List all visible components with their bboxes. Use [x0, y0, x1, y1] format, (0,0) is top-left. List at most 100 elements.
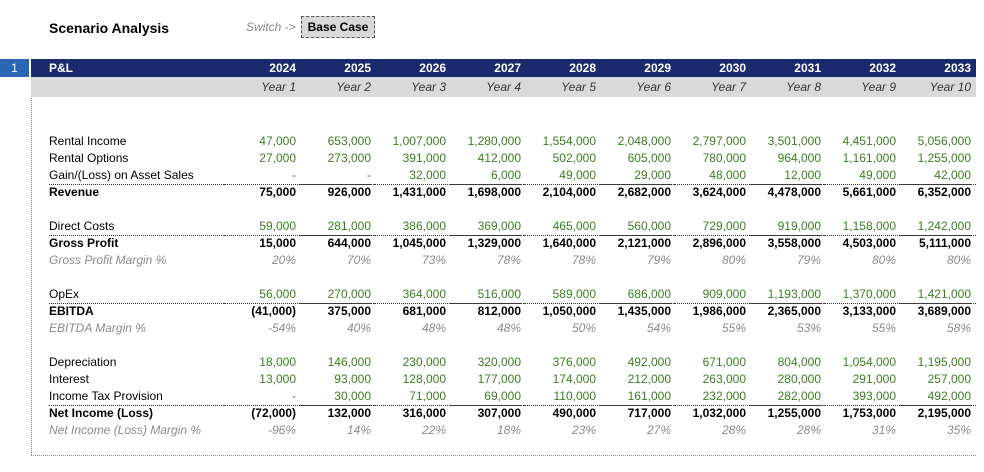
- year-index-row: Year 1 Year 2 Year 3 Year 4 Year 5 Year 6 Year…: [31, 77, 976, 97]
- cell-1: -: [224, 388, 296, 406]
- cell-2: 93,000: [334, 372, 371, 386]
- table-row-direct-costs: Direct Costs 59,000 281,000 386,000 369,000 4…: [31, 218, 976, 236]
- cell-2: 644,000: [327, 236, 371, 250]
- cell-8: 919,000: [749, 218, 821, 236]
- cell-4: 1,329,000: [467, 236, 521, 250]
- cell-4: 369,000: [449, 218, 521, 236]
- cell-7: 780,000: [702, 151, 746, 165]
- cell-9: 5,661,000: [842, 185, 896, 199]
- year-header-9: 2032: [869, 61, 896, 75]
- cell-10: 35%: [946, 423, 971, 437]
- cell-5: 49,000: [524, 167, 596, 185]
- cell-8: 79%: [796, 253, 821, 267]
- cell-8: 3,558,000: [767, 236, 821, 250]
- table-row-ebitda: EBITDA (41,000) 375,000 681,000 812,000 1,050…: [31, 303, 976, 320]
- cell-1: -54%: [267, 321, 296, 335]
- switch-label: Switch ->: [246, 20, 296, 34]
- header-label: P&L: [49, 61, 73, 75]
- table-row-interest: Interest 13,000 93,000 128,000 177,000 174,00…: [31, 371, 976, 388]
- year-index-6: Year 6: [636, 80, 671, 94]
- cell-9: 1,753,000: [842, 406, 896, 420]
- cell-4: 412,000: [477, 151, 521, 165]
- cell-3: 32,000: [374, 167, 446, 185]
- cell-5: 23%: [571, 423, 596, 437]
- cell-2: 40%: [346, 321, 371, 335]
- row-label: EBITDA: [49, 304, 94, 318]
- row-label: Net Income (Loss): [49, 406, 154, 420]
- cell-7: 909,000: [674, 286, 746, 304]
- cell-3: 316,000: [402, 406, 446, 420]
- cell-10: 257,000: [927, 372, 971, 386]
- year-index-1: Year 1: [261, 80, 296, 94]
- cell-2: -: [299, 167, 371, 185]
- cell-3: 230,000: [402, 355, 446, 369]
- cell-6: 605,000: [627, 151, 671, 165]
- cell-2: 132,000: [327, 406, 371, 420]
- cell-1: 15,000: [259, 236, 296, 250]
- cell-6: 29,000: [599, 167, 671, 185]
- row-label: Net Income (Loss) Margin %: [49, 423, 202, 437]
- row-label: Rental Income: [49, 134, 127, 148]
- cell-7: 2,797,000: [692, 134, 746, 148]
- cell-3: 71,000: [374, 388, 446, 406]
- cell-10: 492,000: [899, 388, 971, 406]
- row-label: Gain/(Loss) on Asset Sales: [49, 168, 194, 182]
- cell-8: 4,478,000: [767, 185, 821, 199]
- cell-8: 2,365,000: [767, 304, 821, 318]
- row-label: Income Tax Provision: [49, 389, 163, 403]
- total-separator: [49, 405, 976, 406]
- cell-10: 58%: [946, 321, 971, 335]
- cell-10: 2,195,000: [917, 406, 971, 420]
- cell-1: 20%: [271, 253, 296, 267]
- cell-4: 1,698,000: [467, 185, 521, 199]
- cell-2: 375,000: [327, 304, 371, 318]
- cell-9: 49,000: [824, 167, 896, 185]
- year-index-8: Year 8: [786, 80, 821, 94]
- sheet-bottom-border: [31, 455, 976, 456]
- table-row-tax: Income Tax Provision -30,000 71,000 69,000 1…: [31, 388, 976, 406]
- cell-6: 686,000: [599, 286, 671, 304]
- cell-3: 128,000: [402, 372, 446, 386]
- cell-9: 1,158,000: [824, 218, 896, 236]
- cell-2: 926,000: [327, 185, 371, 199]
- scenario-switch-button[interactable]: Base Case: [301, 16, 375, 38]
- cell-6: 2,121,000: [617, 236, 671, 250]
- row-label: Interest: [49, 372, 90, 386]
- cell-7: 1,032,000: [692, 406, 746, 420]
- cell-5: 376,000: [552, 355, 596, 369]
- cell-1: -: [224, 167, 296, 185]
- year-header-2: 2025: [344, 61, 371, 75]
- table-row-gross-margin: Gross Profit Margin % 20% 70% 73% 78% 78% 79% 8…: [31, 252, 976, 269]
- row-label: Gross Profit Margin %: [49, 253, 167, 267]
- cell-2: 273,000: [327, 151, 371, 165]
- cell-4: 6,000: [449, 167, 521, 185]
- cell-9: 1,054,000: [842, 355, 896, 369]
- cell-4: 320,000: [477, 355, 521, 369]
- cell-5: 2,104,000: [542, 185, 596, 199]
- cell-4: 1,280,000: [467, 134, 521, 148]
- cell-5: 78%: [571, 253, 596, 267]
- year-index-5: Year 5: [561, 80, 596, 94]
- cell-8: 804,000: [777, 355, 821, 369]
- year-index-10: Year 10: [929, 80, 971, 94]
- year-header-7: 2030: [719, 61, 746, 75]
- year-index-4: Year 4: [486, 80, 521, 94]
- row-label: EBITDA Margin %: [49, 321, 146, 335]
- row-label: Revenue: [49, 185, 100, 199]
- year-header-10: 2033: [944, 61, 971, 75]
- cell-2: 146,000: [327, 355, 371, 369]
- cell-9: 3,133,000: [842, 304, 896, 318]
- cell-7: 48,000: [674, 167, 746, 185]
- cell-6: 492,000: [627, 355, 671, 369]
- page-title: Scenario Analysis: [49, 20, 170, 36]
- cell-6: 27%: [646, 423, 671, 437]
- total-separator: [49, 184, 976, 185]
- cell-6: 560,000: [599, 218, 671, 236]
- cell-5: 174,000: [552, 372, 596, 386]
- cell-2: 281,000: [299, 218, 371, 236]
- row-number[interactable]: 1: [0, 59, 29, 77]
- cell-1: (41,000): [251, 304, 296, 318]
- cell-8: 1,193,000: [749, 286, 821, 304]
- cell-5: 1,640,000: [542, 236, 596, 250]
- cell-8: 282,000: [749, 388, 821, 406]
